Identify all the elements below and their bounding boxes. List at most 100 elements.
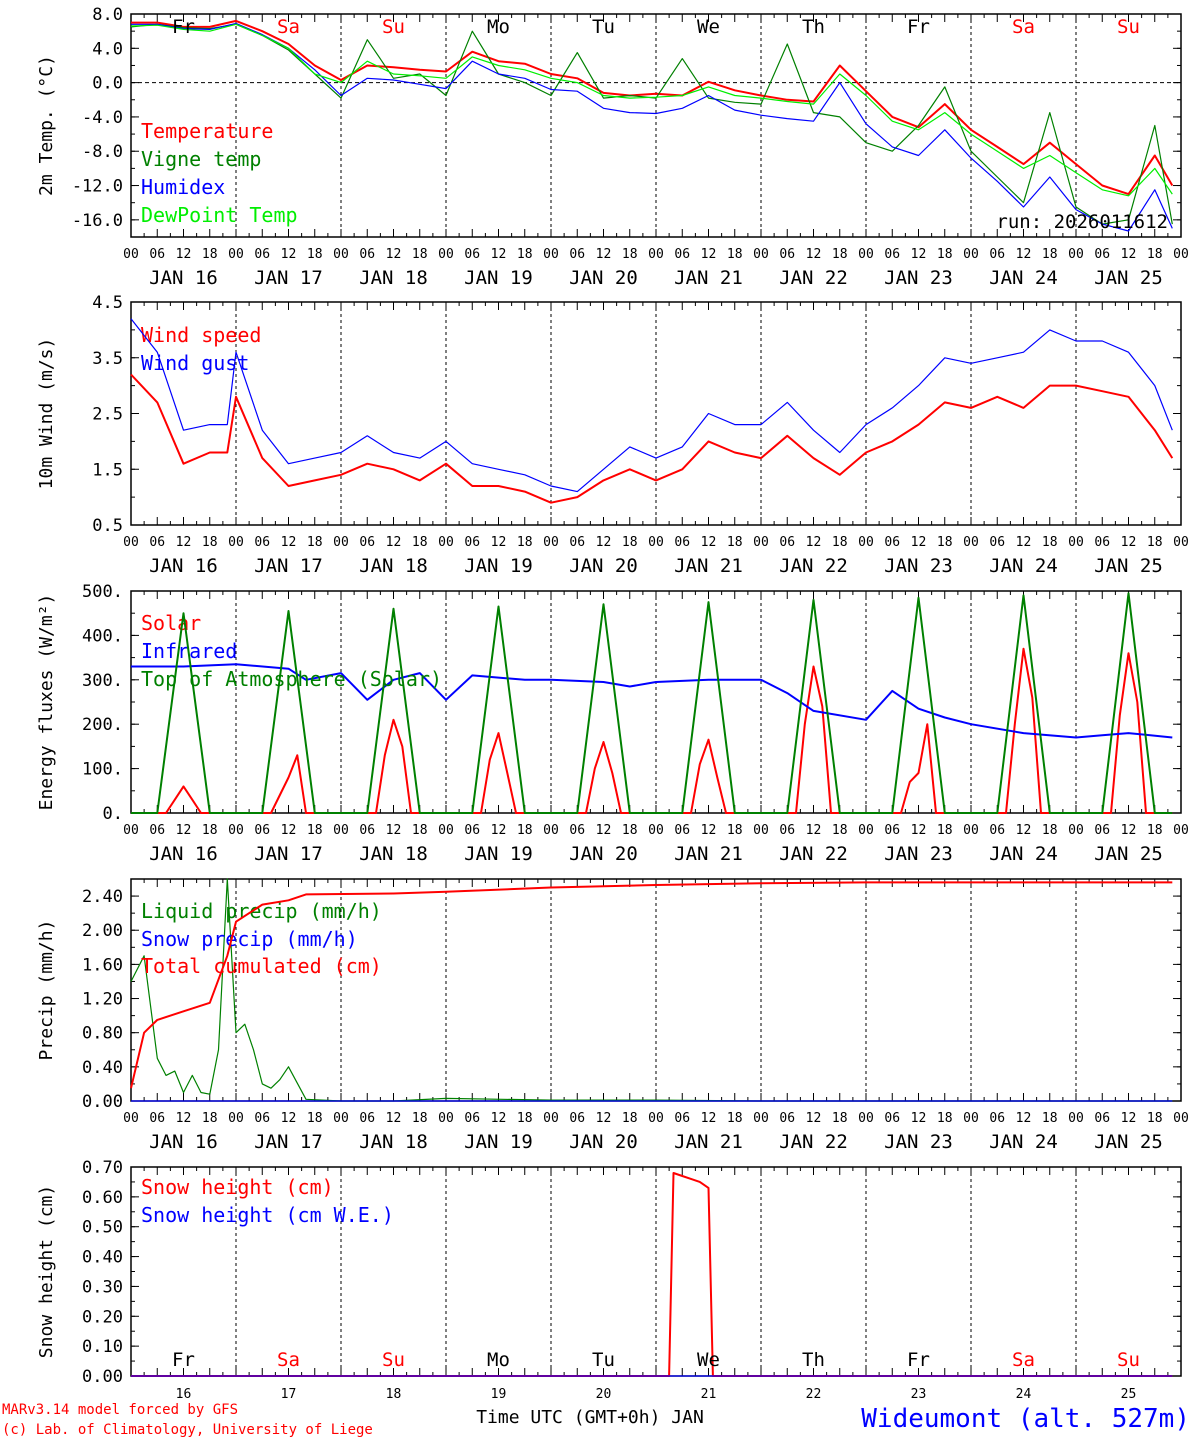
hour-tick-label: 06 (779, 535, 795, 550)
hour-tick-label: 12 (701, 535, 717, 550)
hour-tick-label: 12 (386, 1111, 402, 1126)
hour-tick-label: 06 (569, 823, 585, 838)
y-tick-label: 4.0 (92, 39, 123, 59)
credit-line-1: MARv3.14 model forced by GFS (2, 1402, 238, 1418)
legend-entry: Vigne temp (141, 147, 261, 171)
hour-tick-label: 18 (307, 247, 323, 262)
hour-tick-label: 06 (884, 823, 900, 838)
hour-tick-label: 00 (858, 535, 874, 550)
hour-tick-label: 00 (1068, 823, 1084, 838)
hour-tick-label: 12 (491, 535, 507, 550)
hour-tick-label: 12 (176, 535, 192, 550)
day-name-label: Tu (592, 1349, 615, 1371)
legend-entry: DewPoint Temp (141, 203, 298, 227)
hour-tick-label: 18 (937, 535, 953, 550)
hour-tick-label: 12 (1016, 823, 1032, 838)
date-label: JAN 17 (254, 555, 323, 577)
hour-tick-label: 18 (622, 535, 638, 550)
hour-tick-label: 18 (622, 823, 638, 838)
date-label: JAN 22 (779, 555, 848, 577)
hour-tick-label: 12 (701, 247, 717, 262)
hour-tick-label: 12 (701, 1111, 717, 1126)
x-axis-label: Time UTC (GMT+0h) JAN (476, 1407, 704, 1428)
hour-tick-label: 12 (491, 1111, 507, 1126)
hour-tick-label: 06 (779, 247, 795, 262)
legend-entry: Temperature (141, 119, 273, 143)
hour-tick-label: 06 (359, 1111, 375, 1126)
legend-entry: Solar (141, 611, 201, 635)
date-label: JAN 25 (1094, 555, 1163, 577)
hour-tick-label: 00 (648, 535, 664, 550)
hour-tick-label: 18 (517, 247, 533, 262)
hour-tick-label: 06 (149, 247, 165, 262)
hour-tick-label: 06 (464, 535, 480, 550)
series-total-cumulated-cm- (130, 881, 1173, 1089)
day-name-label: Su (382, 16, 405, 38)
hour-tick-label: 18 (727, 823, 743, 838)
y-tick-label: -16.0 (72, 211, 123, 231)
hour-tick-label: 18 (1042, 823, 1058, 838)
hour-tick-label: 06 (884, 247, 900, 262)
hour-tick-label: 18 (937, 247, 953, 262)
date-label: JAN 19 (464, 267, 533, 289)
day-name-label: Tu (592, 16, 615, 38)
date-label: JAN 19 (464, 555, 533, 577)
date-label: JAN 25 (1094, 1131, 1163, 1153)
date-label: JAN 20 (569, 555, 638, 577)
panel-energy: 500. 400. 300. 200. 100. 0. Energy fluxes (W/m… (36, 582, 1189, 865)
y-tick-label: 0.40 (82, 1058, 123, 1078)
hour-tick-label: 18 (517, 823, 533, 838)
y-tick-label: -8.0 (82, 142, 123, 162)
hour-tick-label: 12 (911, 247, 927, 262)
y-tick-label: 500. (82, 582, 123, 602)
hour-tick-label: 00 (438, 1111, 454, 1126)
hour-tick-label: 18 (1147, 823, 1163, 838)
hour-tick-label: 06 (1094, 1111, 1110, 1126)
hour-tick-label: 00 (648, 823, 664, 838)
hour-tick-label: 12 (596, 823, 612, 838)
date-label: JAN 22 (779, 1131, 848, 1153)
hour-tick-label: 18 (1042, 1111, 1058, 1126)
hour-tick-label: 18 (937, 823, 953, 838)
hour-tick-label: 00 (543, 1111, 559, 1126)
date-label: JAN 18 (359, 555, 428, 577)
hour-tick-label: 00 (1068, 535, 1084, 550)
hour-tick-label: 18 (412, 823, 428, 838)
y-tick-label: 2.00 (82, 921, 123, 941)
legend-entry: Wind gust (141, 351, 249, 375)
y-tick-label: 300. (82, 671, 123, 691)
y-tick-label: 2.5 (92, 405, 123, 425)
date-label: JAN 22 (779, 267, 848, 289)
y-axis-title: Energy fluxes (W/m²) (36, 594, 57, 811)
date-label: JAN 19 (464, 1131, 533, 1153)
date-label: JAN 24 (989, 843, 1058, 865)
y-tick-label: 0.20 (82, 1307, 123, 1327)
hour-tick-label: 12 (596, 247, 612, 262)
hour-tick-label: 18 (202, 823, 218, 838)
hour-tick-label: 06 (254, 247, 270, 262)
hour-tick-label: 18 (307, 1111, 323, 1126)
day-name-label: Fr (907, 16, 930, 38)
hour-tick-label: 18 (622, 1111, 638, 1126)
hour-tick-label: 18 (1147, 247, 1163, 262)
hour-tick-label: 12 (1016, 535, 1032, 550)
day-name-label: Mo (487, 1349, 510, 1371)
day-name-label: Su (1117, 1349, 1140, 1371)
hour-tick-label: 00 (858, 823, 874, 838)
hour-tick-label: 00 (648, 1111, 664, 1126)
y-tick-label: 200. (82, 715, 123, 735)
hour-tick-label: 18 (622, 247, 638, 262)
hour-tick-label: 00 (1068, 1111, 1084, 1126)
day-number-label: 24 (1016, 1387, 1032, 1402)
hour-tick-label: 06 (674, 247, 690, 262)
hour-tick-label: 00 (228, 535, 244, 550)
hour-tick-label: 00 (438, 823, 454, 838)
run-label: run: 2026011612 (996, 211, 1168, 233)
series-humidex (131, 22, 1173, 232)
y-tick-label: 0.80 (82, 1024, 123, 1044)
hour-tick-label: 06 (569, 1111, 585, 1126)
hour-tick-label: 12 (491, 247, 507, 262)
date-label: JAN 23 (884, 843, 953, 865)
date-label: JAN 21 (674, 1131, 743, 1153)
hour-tick-label: 00 (753, 1111, 769, 1126)
